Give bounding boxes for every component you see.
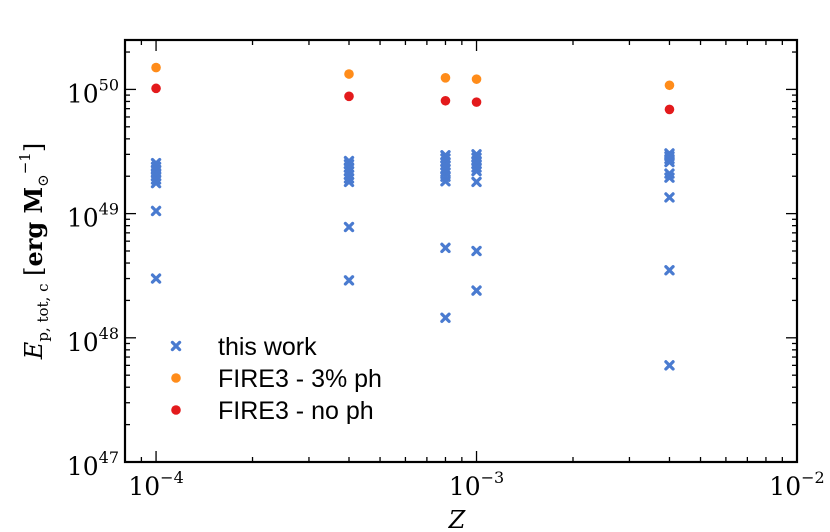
x-tick-label: 10−4 [128, 468, 183, 501]
circle-marker [471, 97, 482, 107]
ticks [124, 40, 798, 463]
x-marker [343, 275, 355, 286]
x-axis-label: Z [448, 506, 467, 532]
x-marker [150, 205, 162, 217]
circle-marker [664, 104, 675, 115]
circle-marker [151, 83, 161, 94]
x-tick-label: 10−3 [449, 468, 504, 501]
legend-item: FIRE3 - no ph [171, 397, 374, 425]
x-marker [440, 176, 451, 187]
svg-text:Ep, tot, c [erg M⊙−1]: Ep, tot, c [erg M⊙−1] [16, 143, 52, 360]
legend-item: this work [170, 333, 317, 361]
y-tick-label: 1047 [67, 448, 119, 481]
tick-labels: 10−4 10−3 10−2 1047 1048 1049 1050 [67, 75, 825, 501]
y-tick-label: 1049 [67, 200, 119, 233]
x-marker [150, 177, 162, 189]
legend-label: FIRE3 - 3% ph [218, 365, 382, 393]
y-tick-label: 1050 [67, 75, 119, 108]
y-axis-label: Ep, tot, c [erg M⊙−1] [16, 143, 52, 360]
series-2 [151, 83, 675, 115]
x-marker [440, 312, 451, 323]
circle-marker [440, 95, 451, 106]
x-tick-label: 10−2 [769, 468, 824, 501]
series-0 [150, 148, 675, 371]
x-marker [664, 156, 675, 168]
x-marker [664, 192, 675, 203]
x-marker [440, 242, 451, 254]
circle-marker [344, 69, 354, 79]
x-marker [471, 245, 482, 257]
legend-label: this work [218, 333, 317, 361]
legend-label: FIRE3 - no ph [218, 397, 374, 425]
x-marker [343, 221, 355, 233]
circle-marker [440, 73, 451, 83]
x-marker [471, 285, 482, 296]
circle-marker [664, 80, 675, 91]
x-marker [170, 340, 182, 352]
circle-marker [471, 74, 482, 84]
x-marker [150, 273, 162, 284]
legend-item: FIRE3 - 3% ph [171, 365, 382, 393]
x-marker [471, 176, 482, 188]
circle-marker [344, 91, 354, 102]
y-tick-label: 1048 [67, 324, 119, 357]
circle-marker [171, 405, 181, 415]
circle-marker [151, 62, 161, 73]
series-1 [151, 62, 675, 91]
x-marker [664, 360, 675, 371]
x-marker [343, 176, 355, 188]
x-marker [664, 172, 675, 183]
x-marker [664, 265, 675, 276]
x-marker [471, 165, 482, 177]
circle-marker [171, 373, 181, 383]
data-points [150, 62, 675, 371]
legend: this work FIRE3 - 3% ph FIRE3 - no ph [170, 333, 382, 425]
